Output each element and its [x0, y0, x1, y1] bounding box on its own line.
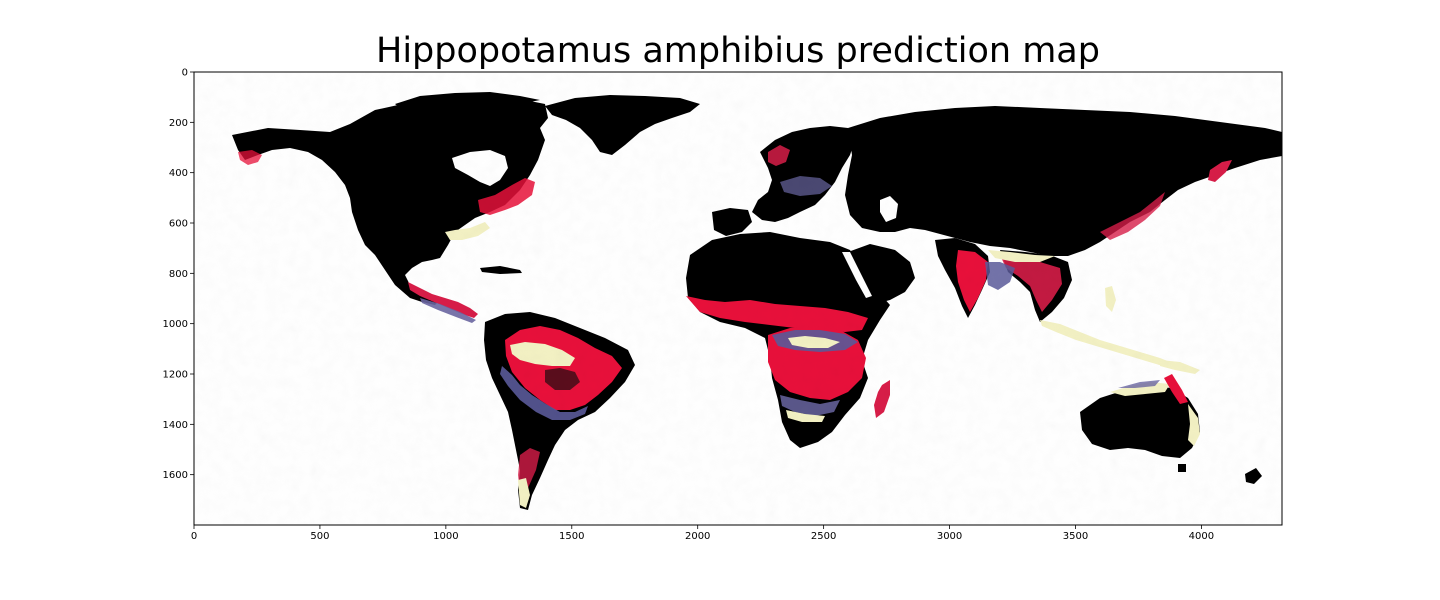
x-tick-label: 0 — [191, 531, 197, 542]
x-tick-label: 3000 — [937, 531, 962, 542]
map-plot-area — [194, 72, 1282, 525]
y-tick-label: 1600 — [163, 470, 188, 481]
x-tick-label: 1500 — [559, 531, 584, 542]
x-tick-label: 2000 — [685, 531, 710, 542]
y-tick-label: 0 — [182, 68, 188, 79]
y-tick-label: 200 — [169, 118, 188, 129]
y-tick-label: 1400 — [163, 420, 188, 431]
x-tick-label: 500 — [310, 531, 329, 542]
x-axis: 0 500 1000 1500 2000 2500 3000 3500 4000 — [191, 525, 1214, 542]
y-axis: 0 200 400 600 800 1000 1200 1400 1600 — [163, 68, 194, 481]
map-title: Hippopotamus amphibius prediction map — [376, 31, 1100, 71]
raster-texture — [194, 72, 1282, 525]
y-tick-label: 800 — [169, 269, 188, 280]
x-tick-label: 4000 — [1189, 531, 1214, 542]
x-tick-label: 1000 — [433, 531, 458, 542]
y-tick-label: 600 — [169, 219, 188, 230]
y-tick-label: 1200 — [163, 370, 188, 381]
y-tick-label: 400 — [169, 168, 188, 179]
x-tick-label: 3500 — [1063, 531, 1088, 542]
y-tick-label: 1000 — [163, 319, 188, 330]
x-tick-label: 2500 — [811, 531, 836, 542]
axes-frame — [193, 71, 1283, 526]
